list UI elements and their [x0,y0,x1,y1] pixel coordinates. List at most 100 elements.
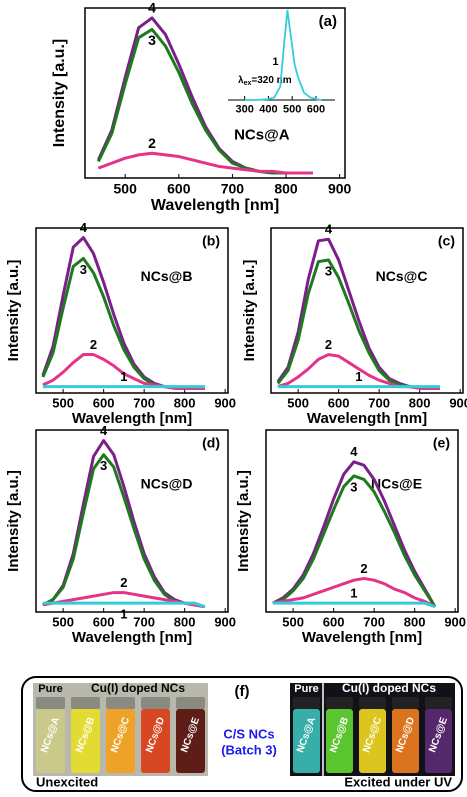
vial [71,709,100,773]
x-tick-label: 500 [283,103,301,115]
x-tick-label: 900 [449,395,467,410]
vial-cap [176,697,205,709]
series-label: 4 [325,222,333,237]
x-tick-label: 500 [52,614,74,629]
vial-cap [106,697,135,709]
x-tick-label: 300 [235,103,253,115]
panel-label: (f) [235,683,250,700]
plot-frame [270,227,464,394]
x-tick-label: 800 [274,181,298,197]
series-label: 2 [90,337,97,352]
spectrum-line [272,460,437,608]
vial-cap [71,697,100,709]
spectrum-line [97,151,313,175]
sample-label: NCs@D [141,475,193,491]
vial-cap [425,697,452,709]
series-label: 3 [148,32,156,48]
pure-label: Pure [38,683,62,695]
x-tick-label: 500 [52,395,74,410]
x-axis-label: Wavelength [nm] [72,629,192,646]
center-sublabel: (Batch 3) [221,742,277,757]
series-label: 2 [325,337,332,352]
x-axis-label: Wavelength [nm] [302,629,422,646]
photo-caption: Excited under UV [344,774,452,789]
y-axis-label: Intensity [a.u.] [5,260,22,362]
vial-cap [392,697,419,709]
sample-label: NCs@A [234,126,290,143]
sample-label: NCs@E [371,475,422,491]
y-axis-label: Intensity [a.u.] [241,260,258,362]
series-label: 1 [355,369,362,384]
doped-label: Cu(I) doped NCs [342,681,436,695]
series-label: 2 [148,135,156,151]
x-tick-label: 600 [93,614,115,629]
x-tick-label: 900 [214,395,236,410]
x-tick-label: 500 [287,395,309,410]
series-label: 4 [350,444,358,459]
annotation-subscript: ex [244,80,252,87]
photo-caption: Unexcited [36,774,98,789]
vial-cap [36,697,65,709]
series-label: 4 [100,423,108,438]
series-label: 4 [80,220,88,235]
x-tick-label: 600 [328,395,350,410]
spectrum-line [276,237,440,390]
panel-label: (c) [438,233,455,249]
x-tick-label: 900 [214,614,236,629]
annotation: λex=320 nm [238,75,292,87]
vial [36,709,65,773]
x-tick-label: 700 [133,395,155,410]
photo-frame [21,676,463,792]
y-axis-label: Intensity [a.u.] [51,39,68,147]
x-tick-label: 900 [328,181,352,197]
vial [425,709,452,773]
spectrum-line [97,16,313,175]
vial-cap [141,697,170,709]
x-tick-label: 500 [114,181,138,197]
x-axis-label: Wavelength [nm] [307,410,427,427]
x-tick-label: 600 [167,181,191,197]
vial [326,709,353,773]
vial [106,709,135,773]
x-tick-label: 800 [409,395,431,410]
y-axis-label: Intensity [a.u.] [235,470,252,572]
vial-cap [359,697,386,709]
y-axis-label: Intensity [a.u.] [5,470,22,572]
series-label: 1 [350,586,357,601]
plot-frame [265,429,459,613]
spectrum-line [41,236,205,390]
vial [359,709,386,773]
series-label: 3 [100,458,107,473]
x-tick-label: 700 [363,614,385,629]
series-label: 4 [148,0,156,16]
x-axis-label: Wavelength [nm] [151,197,279,214]
spectrum-line [42,353,205,390]
x-tick-label: 700 [133,614,155,629]
plot-frame [35,227,229,394]
series-label: 3 [325,263,332,278]
x-tick-label: 400 [259,103,277,115]
spectrum-line [272,576,436,609]
vial [392,709,419,773]
x-tick-label: 900 [444,614,466,629]
x-tick-label: 600 [307,103,325,115]
series-label: 3 [80,262,87,277]
spectrum-line [97,27,313,175]
vial [293,709,320,773]
vial-cap [326,697,353,709]
vial-cap [293,697,320,709]
annotation-symbol: λ [238,75,244,86]
vial [141,709,170,773]
series-label: 1 [272,56,278,68]
plot-frame [35,429,229,613]
panel-label: (b) [202,233,220,249]
spectrum-line [42,601,206,609]
spectrum-line [272,601,436,609]
vial [176,709,205,773]
doped-label: Cu(I) doped NCs [91,681,185,695]
sample-label: NCs@B [141,268,193,284]
panel-label: (d) [202,435,220,451]
pure-label: Pure [294,683,318,695]
sample-label: NCs@C [376,268,428,284]
